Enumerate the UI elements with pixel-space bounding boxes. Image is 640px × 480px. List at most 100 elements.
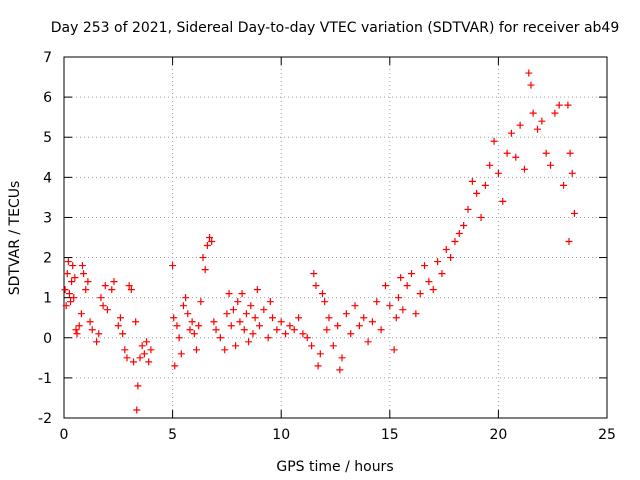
data-point — [114, 322, 122, 330]
data-point — [169, 262, 177, 270]
x-tick-label: 0 — [60, 427, 69, 443]
data-point — [245, 338, 253, 346]
y-tick-label: 1 — [43, 291, 52, 307]
data-point — [138, 342, 146, 350]
data-point — [351, 302, 359, 310]
data-point — [360, 314, 368, 322]
data-point — [260, 306, 268, 314]
data-point — [72, 326, 80, 334]
data-point — [303, 334, 311, 342]
data-point — [82, 286, 90, 294]
y-tick-label: 5 — [43, 130, 52, 146]
data-point — [147, 346, 155, 354]
data-point — [334, 322, 342, 330]
data-point — [290, 326, 298, 334]
data-point — [421, 262, 429, 270]
data-point — [77, 310, 85, 318]
x-tick-label: 10 — [272, 427, 290, 443]
data-point — [373, 298, 381, 306]
data-point — [216, 334, 224, 342]
data-point — [127, 286, 135, 294]
y-tick-label: 2 — [43, 251, 52, 267]
y-tick-label: -1 — [38, 371, 52, 387]
data-point — [80, 270, 88, 278]
data-point — [386, 302, 394, 310]
data-point — [199, 254, 207, 262]
data-point — [468, 177, 476, 185]
data-point — [195, 322, 203, 330]
data-point — [136, 354, 144, 362]
data-point — [390, 346, 398, 354]
x-tick-label: 25 — [598, 427, 616, 443]
data-point — [442, 246, 450, 254]
y-tick-label: 0 — [43, 331, 52, 347]
data-point — [308, 342, 316, 350]
data-point — [170, 314, 178, 322]
data-point — [143, 338, 151, 346]
data-point — [555, 101, 563, 109]
data-point — [394, 294, 402, 302]
data-point — [62, 302, 70, 310]
data-point — [325, 314, 333, 322]
data-point — [240, 326, 248, 334]
data-point — [177, 350, 185, 358]
data-point — [206, 234, 214, 241]
data-point — [355, 322, 363, 330]
y-tick-label: 7 — [43, 50, 52, 66]
data-point — [299, 330, 307, 338]
data-point — [145, 358, 153, 366]
data-point — [236, 318, 244, 326]
data-point — [277, 318, 285, 326]
data-point — [99, 302, 107, 310]
data-point — [538, 117, 546, 125]
data-point — [125, 282, 133, 290]
data-point — [247, 302, 255, 310]
data-point — [527, 81, 535, 89]
data-point — [71, 274, 79, 282]
data-point — [336, 366, 344, 374]
data-point — [190, 330, 198, 338]
data-point — [227, 322, 235, 330]
grid — [64, 57, 607, 418]
data-point — [460, 221, 468, 229]
data-point — [490, 137, 498, 145]
data-point — [69, 262, 77, 270]
data-point — [108, 286, 116, 294]
data-point — [182, 294, 190, 302]
data-point — [171, 362, 179, 370]
data-point — [295, 314, 303, 322]
data-point — [312, 282, 320, 290]
data-point — [201, 266, 209, 274]
data-point — [63, 270, 71, 278]
data-point — [412, 310, 420, 318]
data-point — [103, 306, 111, 314]
data-point — [130, 358, 138, 366]
data-point — [225, 290, 233, 298]
data-point — [234, 298, 242, 306]
data-point — [542, 149, 550, 157]
data-point — [116, 314, 124, 322]
data-point — [65, 290, 73, 298]
data-point — [564, 101, 572, 109]
data-point — [78, 262, 86, 270]
data-point — [121, 346, 129, 354]
data-point — [255, 322, 263, 330]
data-point — [451, 238, 459, 246]
data-point — [132, 318, 140, 326]
data-point — [101, 282, 109, 290]
data-point — [133, 406, 141, 414]
data-point — [408, 270, 416, 278]
x-tick-label: 5 — [168, 427, 177, 443]
data-point — [68, 278, 76, 286]
y-axis-label: SDTVAR / TECUs — [7, 181, 23, 296]
data-point — [503, 149, 511, 157]
data-point — [88, 326, 96, 334]
data-point — [520, 165, 528, 173]
data-point — [242, 310, 250, 318]
data-point — [64, 258, 72, 266]
data-point — [438, 270, 446, 278]
data-point — [186, 326, 194, 334]
data-point — [533, 125, 541, 133]
data-point — [512, 153, 520, 161]
